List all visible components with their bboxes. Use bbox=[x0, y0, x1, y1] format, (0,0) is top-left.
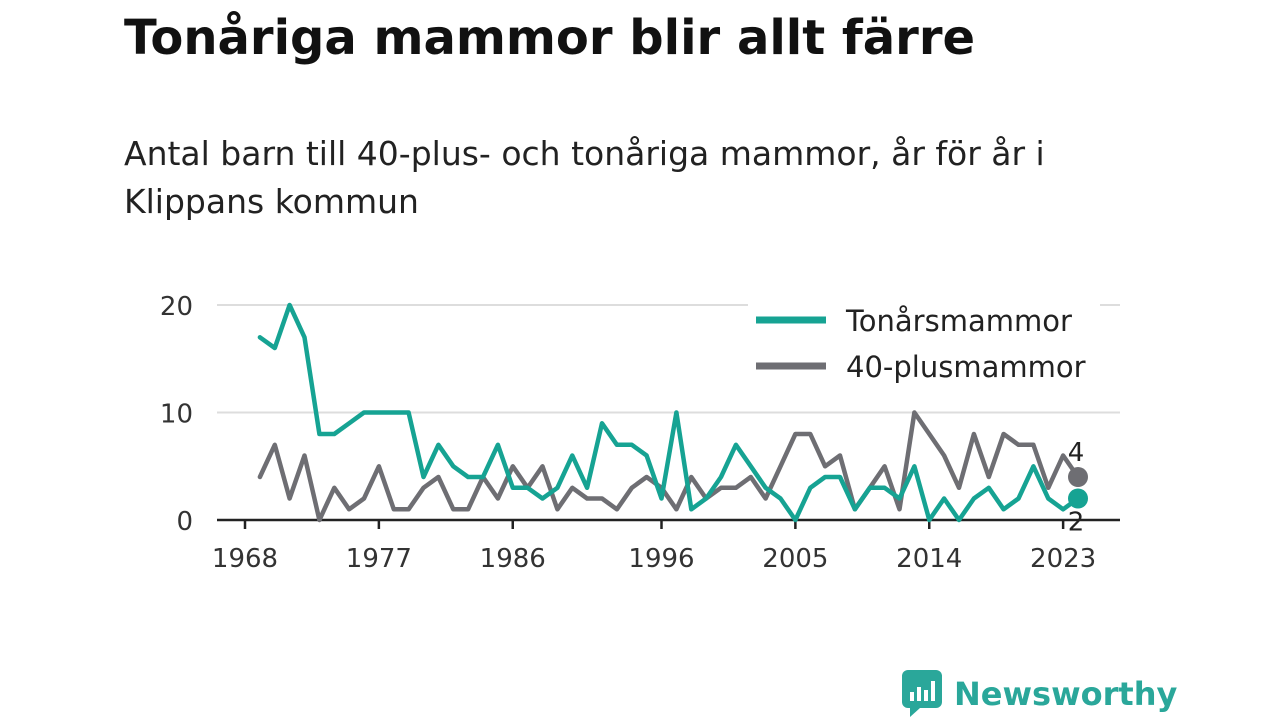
x-tick-label: 2023 bbox=[1030, 544, 1096, 574]
chart-title: Tonåriga mammor blir allt färre bbox=[124, 10, 976, 66]
x-tick-label: 1986 bbox=[480, 544, 546, 574]
brand-logo: Newsworthy bbox=[902, 670, 1177, 718]
legend: Tonårsmammor 40-plusmammor bbox=[748, 298, 1100, 396]
newsworthy-logo-icon bbox=[902, 670, 942, 717]
chart-subtitle: Antal barn till 40-plus- och tonåriga ma… bbox=[124, 134, 1045, 221]
y-axis: 0 10 20 bbox=[160, 292, 193, 537]
y-tick-label: 0 bbox=[176, 507, 193, 537]
x-tick-label: 1996 bbox=[628, 544, 694, 574]
brand-name: Newsworthy bbox=[954, 675, 1178, 713]
end-point-tonarsmammor bbox=[1068, 488, 1088, 509]
y-tick-label: 10 bbox=[160, 400, 193, 430]
end-label-tonarsmammor: 2 bbox=[1068, 508, 1085, 538]
legend-label-40-plusmammor: 40-plusmammor bbox=[846, 350, 1086, 384]
x-tick-label: 2014 bbox=[896, 544, 962, 574]
x-tick-label: 2005 bbox=[762, 544, 828, 574]
x-tick-label: 1977 bbox=[346, 544, 412, 574]
x-axis: 1968 1977 1986 1996 2005 2014 2023 bbox=[212, 518, 1120, 574]
end-point-40-plusmammor bbox=[1068, 467, 1088, 487]
line-chart: 0 10 20 1968 1977 1986 1996 2005 2014 2023 Tonår… bbox=[160, 292, 1120, 574]
end-label-40-plusmammor: 4 bbox=[1068, 438, 1085, 468]
series-line-tonarsmammor bbox=[257, 302, 1081, 523]
series-lines: 42 bbox=[257, 302, 1088, 538]
legend-label-tonarsmammor: Tonårsmammor bbox=[845, 304, 1072, 338]
x-tick-label: 1968 bbox=[212, 544, 278, 574]
y-tick-label: 20 bbox=[160, 292, 193, 322]
series-line-40-plusmammor bbox=[257, 410, 1081, 523]
legend-background bbox=[748, 298, 1100, 396]
